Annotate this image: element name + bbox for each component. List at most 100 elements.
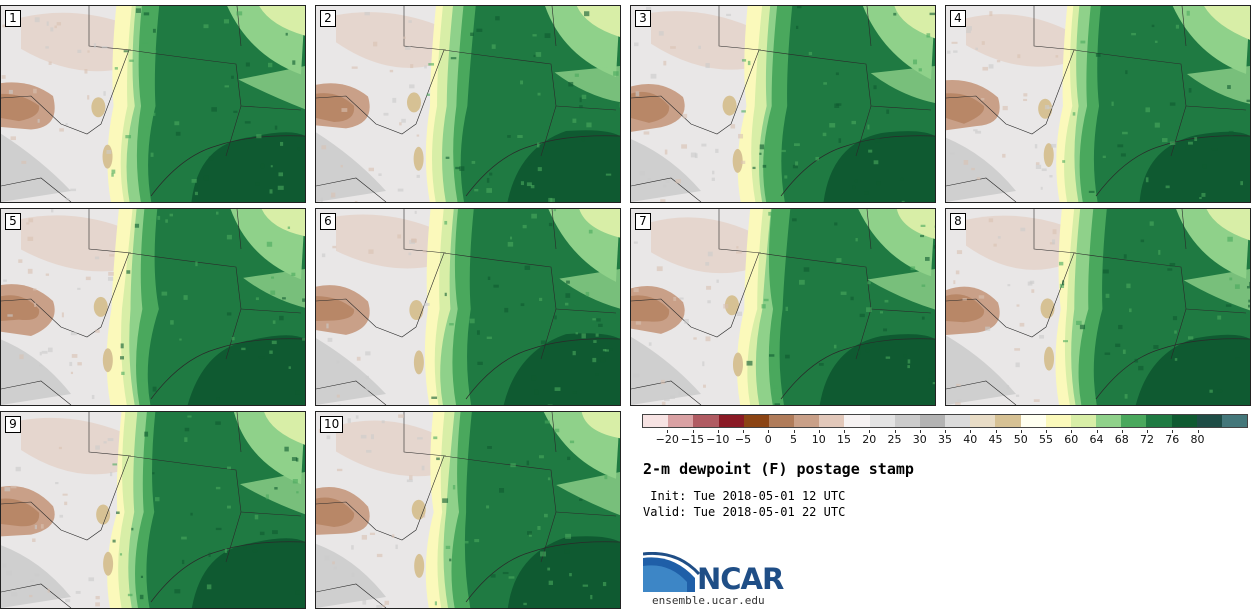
colorbar-tick [1020, 430, 1022, 433]
colorbar-ticks: −20 −15 −10 −5 0 5 10 15 20 25 30 35 40 45 50 55 60 64 68 7… [642, 430, 1248, 450]
dewpoint-map [1, 209, 305, 405]
colorbar-tick [869, 430, 871, 433]
dewpoint-map [631, 6, 935, 202]
colorbar-swatch [718, 415, 744, 427]
colorbar-tick [1046, 430, 1047, 433]
colorbar-tick-label: 0 [764, 433, 772, 446]
colorbar-tick [667, 430, 669, 433]
colorbar-swatch [1171, 415, 1197, 427]
colorbar-swatch [945, 415, 971, 427]
colorbar-swatch [1221, 415, 1248, 427]
colorbar-swatch [1146, 415, 1172, 427]
dewpoint-map [946, 209, 1250, 405]
colorbar-tick-label: 60 [1064, 433, 1079, 446]
member-number: 8 [950, 213, 966, 230]
member-panel-3: 3 [630, 5, 936, 203]
dewpoint-map [316, 6, 620, 202]
colorbar-tick [1197, 430, 1199, 433]
colorbar-tick [945, 430, 946, 433]
member-panel-4: 4 [945, 5, 1251, 203]
member-number: 6 [320, 213, 336, 230]
colorbar-tick-label: −20 [655, 433, 679, 446]
member-panel-6: 6 [315, 208, 621, 406]
colorbar-swatch [1096, 415, 1122, 427]
colorbar-swatch [668, 415, 694, 427]
colorbar-tick [995, 430, 997, 433]
colorbar-tick [1096, 430, 1098, 433]
figure-title: 2-m dewpoint (F) postage stamp [643, 460, 914, 478]
dewpoint-map [631, 209, 935, 405]
dewpoint-map [316, 412, 620, 608]
colorbar-tick-label: 64 [1089, 433, 1104, 446]
colorbar-tick [894, 430, 896, 433]
colorbar-swatch [844, 415, 870, 427]
init-time: Init: Tue 2018-05-01 12 UTC [643, 489, 846, 503]
colorbar-tick-label: −15 [680, 433, 705, 446]
colorbar-tick [1172, 430, 1174, 433]
valid-time: Valid: Tue 2018-05-01 22 UTC [643, 505, 846, 519]
colorbar-swatch [1196, 415, 1222, 427]
dewpoint-map [1, 412, 305, 608]
colorbar-tick-label: 20 [862, 433, 877, 446]
colorbar-swatch [970, 415, 996, 427]
colorbar-tick [1071, 430, 1073, 433]
colorbar-tick-label: 25 [887, 433, 902, 446]
colorbar-tick-label: 35 [938, 433, 952, 446]
colorbar-swatch [894, 415, 920, 427]
colorbar-tick [970, 430, 972, 433]
member-number: 7 [635, 213, 651, 230]
member-panel-9: 9 [0, 411, 306, 609]
colorbar-tick-label: 55 [1039, 433, 1053, 446]
colorbar-tick [1121, 430, 1123, 433]
member-number: 10 [320, 416, 344, 433]
member-panel-5: 5 [0, 208, 306, 406]
colorbar-tick [743, 430, 744, 433]
colorbar-tick [768, 430, 770, 433]
colorbar-tick-label: 30 [912, 433, 927, 446]
colorbar-swatch [1070, 415, 1097, 427]
colorbar-swatch [1020, 415, 1046, 427]
site-url: ensemble.ucar.edu [652, 594, 765, 607]
member-number: 4 [950, 10, 966, 27]
colorbar-swatch [919, 415, 946, 427]
colorbar-tick-label: 40 [963, 433, 978, 446]
member-number: 2 [320, 10, 336, 27]
dewpoint-map [316, 209, 620, 405]
colorbar-tick [717, 430, 719, 433]
colorbar-swatch [768, 415, 795, 427]
member-number: 1 [5, 10, 21, 27]
colorbar-swatch [743, 415, 769, 427]
colorbar-swatch [643, 415, 669, 427]
colorbar-tick [692, 430, 694, 433]
dewpoint-map [1, 6, 305, 202]
colorbar-tick-label: 10 [811, 433, 826, 446]
colorbar-tick [844, 430, 845, 433]
colorbar-tick-label: 5 [790, 433, 797, 446]
colorbar-tick [793, 430, 795, 433]
member-number: 9 [5, 416, 21, 433]
colorbar-tick-label: 80 [1190, 433, 1205, 446]
colorbar-swatch [693, 415, 719, 427]
colorbar [642, 414, 1248, 428]
member-panel-10: 10 [315, 411, 621, 609]
colorbar-tick-label: 45 [988, 433, 1003, 446]
colorbar-tick-label: 50 [1013, 433, 1028, 446]
member-number: 3 [635, 10, 651, 27]
colorbar-swatch [995, 415, 1021, 427]
logo-text: NCAR [697, 562, 784, 596]
colorbar-tick [919, 430, 921, 433]
member-panel-2: 2 [315, 5, 621, 203]
colorbar-tick-label: 15 [837, 433, 851, 446]
colorbar-tick-label: −10 [706, 433, 730, 446]
colorbar-tick-label: 76 [1165, 433, 1180, 446]
colorbar-tick-label: 68 [1114, 433, 1129, 446]
member-panel-8: 8 [945, 208, 1251, 406]
colorbar-tick [1147, 430, 1148, 433]
member-panel-1: 1 [0, 5, 306, 203]
colorbar-tick-label: −5 [734, 433, 752, 446]
colorbar-swatch [819, 415, 845, 427]
colorbar-tick-label: 72 [1140, 433, 1154, 446]
colorbar-tick [818, 430, 820, 433]
member-number: 5 [5, 213, 21, 230]
colorbar-swatch [794, 415, 820, 427]
